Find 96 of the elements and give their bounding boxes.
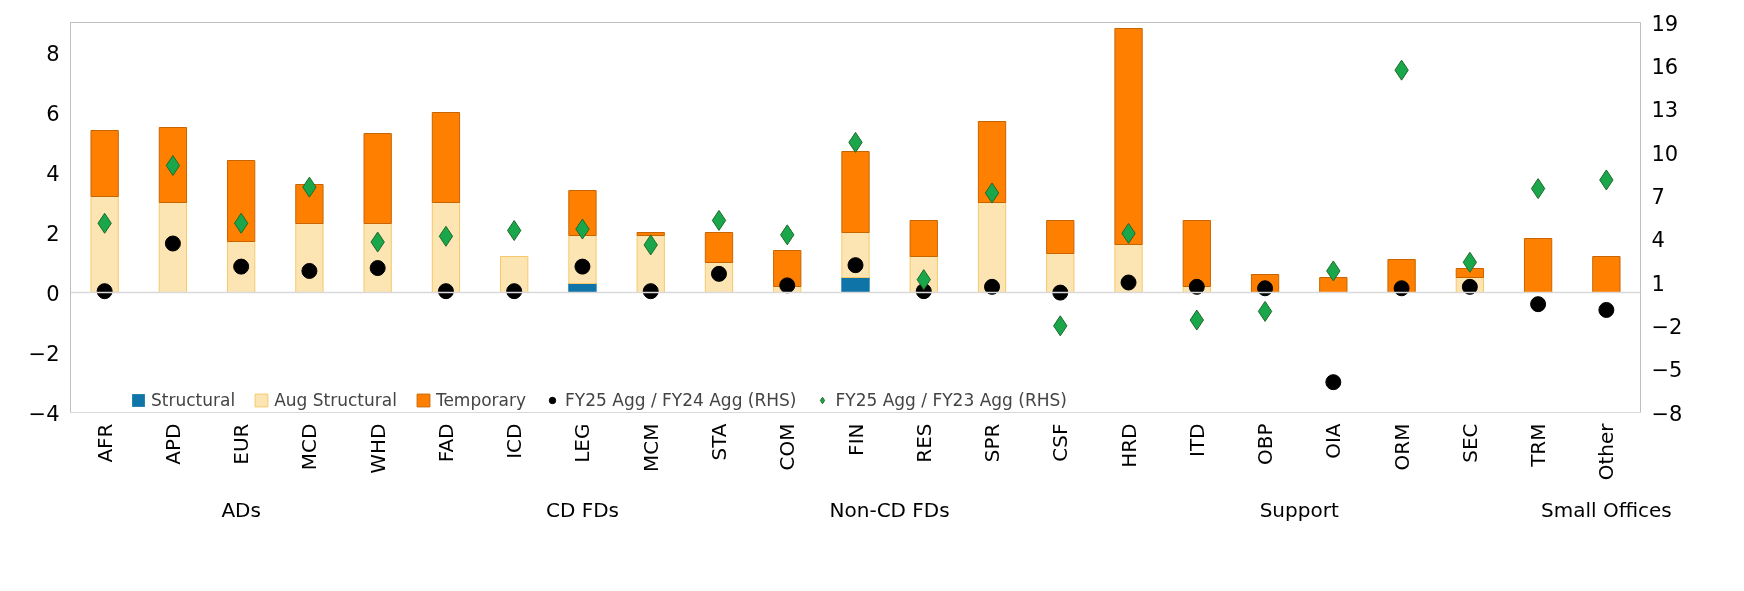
y2-tick-label: −2 — [1651, 314, 1683, 339]
point — [164, 235, 181, 252]
point — [507, 220, 522, 241]
point — [1257, 300, 1273, 322]
point — [369, 260, 386, 277]
point — [642, 283, 659, 300]
bar — [841, 277, 870, 293]
x-tick-label: HRD — [1116, 423, 1141, 468]
y-tick-label: −2 — [28, 341, 60, 366]
bar — [227, 160, 256, 242]
y2-tick-label: 1 — [1651, 271, 1665, 296]
point — [1530, 296, 1547, 313]
bar — [363, 133, 392, 224]
y2-tick-label: 4 — [1651, 228, 1665, 253]
bar — [158, 202, 188, 293]
point — [779, 277, 796, 294]
y-tick-label: 4 — [46, 161, 60, 186]
y2-tick-label: 16 — [1651, 54, 1679, 79]
point — [984, 278, 1001, 295]
x-tick-label: MCD — [297, 423, 322, 471]
bar — [1592, 256, 1621, 293]
point — [1188, 278, 1205, 295]
x-tick-label: APD — [160, 423, 185, 465]
bar — [90, 130, 119, 197]
x-tick-label: COM — [775, 423, 800, 471]
y-tick-label: 6 — [46, 101, 60, 126]
bar — [1182, 220, 1211, 287]
point — [1052, 284, 1069, 301]
x-tick-label: AFR — [92, 423, 117, 463]
bar — [909, 220, 938, 257]
point — [506, 283, 523, 300]
bar — [977, 121, 1007, 203]
y-tick-label: 8 — [46, 41, 60, 66]
point — [711, 209, 727, 231]
x-tick-label: RES — [911, 423, 936, 463]
point — [96, 283, 113, 300]
x-tick-label: MCM — [638, 423, 663, 472]
bar — [704, 232, 734, 263]
y2-tick-label: 19 — [1651, 11, 1679, 36]
bar — [1523, 238, 1553, 293]
legend-label: Temporary — [435, 390, 527, 410]
y2-tick-label: 10 — [1651, 141, 1679, 166]
legend-label: FY25 Agg / FY24 Agg (RHS) — [565, 390, 797, 410]
y-tick-label: −4 — [28, 401, 60, 426]
point — [1461, 278, 1478, 295]
bar — [841, 151, 870, 233]
x-tick-label: SPR — [980, 423, 1005, 463]
text: Support — [1259, 497, 1339, 522]
bar — [431, 112, 461, 203]
x-tick-label: Other — [1594, 422, 1619, 481]
legend-label: FY25 Agg / FY23 Agg (RHS) — [835, 390, 1067, 410]
x-tick-label: OBP — [1253, 423, 1278, 466]
x-tick-label: OIA — [1321, 423, 1346, 459]
point — [1325, 374, 1342, 391]
x-tick-label: CSF — [1048, 423, 1073, 462]
bar — [636, 232, 665, 236]
text: Non-CD FDs — [829, 497, 950, 522]
point — [984, 182, 1000, 204]
point — [1462, 251, 1478, 273]
y2-tick-label: 13 — [1651, 98, 1679, 123]
y-tick-label: 2 — [46, 221, 60, 246]
bar — [1319, 277, 1348, 293]
bar — [1114, 28, 1143, 245]
point — [1120, 274, 1137, 291]
point — [233, 212, 249, 234]
bar — [1455, 268, 1484, 278]
point — [847, 257, 864, 274]
legend-label: Structural — [151, 390, 236, 410]
point — [437, 283, 454, 300]
x-tick-label: ITD — [1184, 423, 1209, 458]
y2-tick-label: −8 — [1651, 401, 1683, 426]
x-tick-label: STA — [706, 423, 731, 461]
legend-label: Aug Structural — [274, 390, 397, 410]
text: Small Offices — [1541, 497, 1672, 522]
bar — [977, 202, 1007, 293]
y-tick-label: 0 — [46, 281, 60, 306]
bar — [1046, 220, 1075, 254]
x-tick-label: EUR — [229, 423, 254, 465]
x-tick-label: ORM — [1389, 423, 1414, 471]
x-tick-label: TRM — [1526, 423, 1551, 468]
point — [301, 262, 318, 279]
point — [438, 225, 454, 247]
x-tick-label: ICD — [502, 423, 527, 459]
x-tick-label: SEC — [1457, 423, 1482, 463]
point — [1530, 178, 1546, 200]
x-tick-label: FAD — [433, 423, 458, 463]
point — [1598, 301, 1615, 318]
point — [1393, 280, 1410, 297]
x-tick-label: LEG — [570, 423, 595, 463]
text: ADs — [221, 497, 261, 522]
y2-tick-label: 7 — [1651, 184, 1665, 209]
x-tick-label: FIN — [843, 423, 868, 456]
bar — [158, 127, 188, 203]
text: CD FDs — [545, 497, 619, 522]
x-tick-label: WHD — [365, 423, 390, 474]
y2-tick-label: −5 — [1651, 358, 1683, 383]
